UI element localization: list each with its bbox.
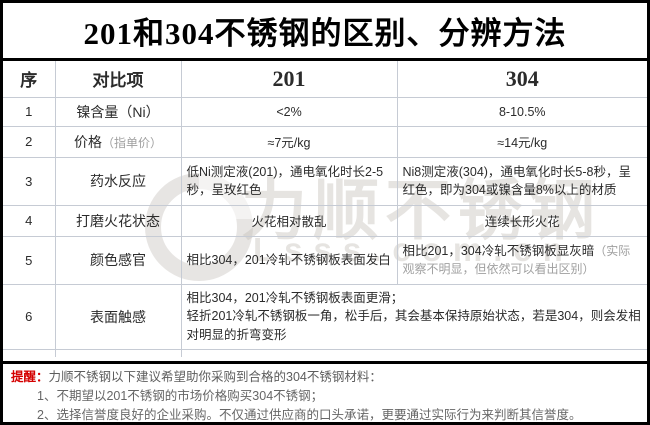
cell-304: 8-10.5% <box>396 96 647 127</box>
cell-201: 相比304，201冷轧不锈钢板表面发白 <box>180 235 398 285</box>
cell-201: ≈7元/kg <box>180 125 398 158</box>
reminder-intro-line: 提醒：力顺不锈钢以下建议希望助你采购到合格的304不锈钢材料： <box>11 368 639 387</box>
comparison-table: 序 对比项 201 304 1 镍含量（Ni） <2% 8-10.5% 2 价格… <box>3 61 647 357</box>
cell-304: ≈14元/kg <box>396 125 647 158</box>
header-304: 304 <box>396 61 647 98</box>
row-no: 5 <box>3 235 56 285</box>
row-item: 价格（指单价） <box>54 125 182 158</box>
cell-201: <2% <box>180 96 398 127</box>
reminder-label: 提醒： <box>11 370 49 384</box>
reminder-intro: 力顺不锈钢以下建议希望助你采购到合格的304不锈钢材料： <box>48 370 382 384</box>
table-row: 2 价格（指单价） ≈7元/kg ≈14元/kg <box>3 125 647 158</box>
table-row: 5 颜色感官 相比304，201冷轧不锈钢板表面发白 相比201，304冷轧不锈… <box>3 235 647 285</box>
row-item: 表面触感 <box>54 283 182 350</box>
table-row: 1 镍含量（Ni） <2% 8-10.5% <box>3 96 647 127</box>
row-item: 药水反应 <box>54 156 182 206</box>
cell-201: 火花相对散乱 <box>180 204 398 237</box>
row-no: 3 <box>3 156 56 206</box>
row-item: 打磨火花状态 <box>54 204 182 237</box>
comparison-table-area: 力顺不锈钢 Lsss.com.cn 序 对比项 201 304 1 镍含量（Ni… <box>3 61 647 361</box>
row-no: 4 <box>3 204 56 237</box>
table-spacer-row <box>3 348 647 357</box>
cell-merged: 相比304，201冷轧不锈钢板表面更滑； 轻折201冷轧不锈钢板一角，松手后，其… <box>180 283 647 350</box>
table-header-row: 序 对比项 201 304 <box>3 61 647 98</box>
row-item: 镍含量（Ni） <box>54 96 182 127</box>
cell-304: Ni8测定液(304)，通电氧化时长5-8秒，呈红色，即为304或镍含量8%以上… <box>396 156 647 206</box>
header-no: 序 <box>3 61 56 98</box>
table-row: 4 打磨火花状态 火花相对散乱 连续长形火花 <box>3 204 647 237</box>
reminder-item-1: 1、不期望以201不锈钢的市场价格购买304不锈钢； <box>37 388 324 403</box>
page-title: 201和304不锈钢的区别、分辨方法 <box>83 16 567 51</box>
cell-304: 连续长形火花 <box>396 204 647 237</box>
header-item: 对比项 <box>54 61 182 98</box>
title-bar: 201和304不锈钢的区别、分辨方法 <box>3 3 647 61</box>
row-no: 2 <box>3 125 56 158</box>
row-no: 1 <box>3 96 56 127</box>
reminder-section: 提醒：力顺不锈钢以下建议希望助你采购到合格的304不锈钢材料： 1、不期望以20… <box>3 361 647 422</box>
item-note: （指单价） <box>101 135 162 150</box>
row-no: 6 <box>3 283 56 350</box>
cell-304: 相比201，304冷轧不锈钢板显灰暗（实际观察不明显，但依然可以看出区别） <box>396 235 647 285</box>
row-item: 颜色感官 <box>54 235 182 285</box>
table-row: 3 药水反应 低Ni测定液(201)，通电氧化时长2-5秒，呈玫红色 Ni8测定… <box>3 156 647 206</box>
header-201: 201 <box>180 61 398 98</box>
cell-201: 低Ni测定液(201)，通电氧化时长2-5秒，呈玫红色 <box>180 156 398 206</box>
table-row: 6 表面触感 相比304，201冷轧不锈钢板表面更滑； 轻折201冷轧不锈钢板一… <box>3 283 647 350</box>
reminder-item-2: 2、选择信誉度良好的企业采购。不仅通过供应商的口头承诺，更要通过实际行为来判断其… <box>37 407 582 422</box>
cell-note: （实际观察不明显，但依然可以看出区别） <box>402 243 631 276</box>
